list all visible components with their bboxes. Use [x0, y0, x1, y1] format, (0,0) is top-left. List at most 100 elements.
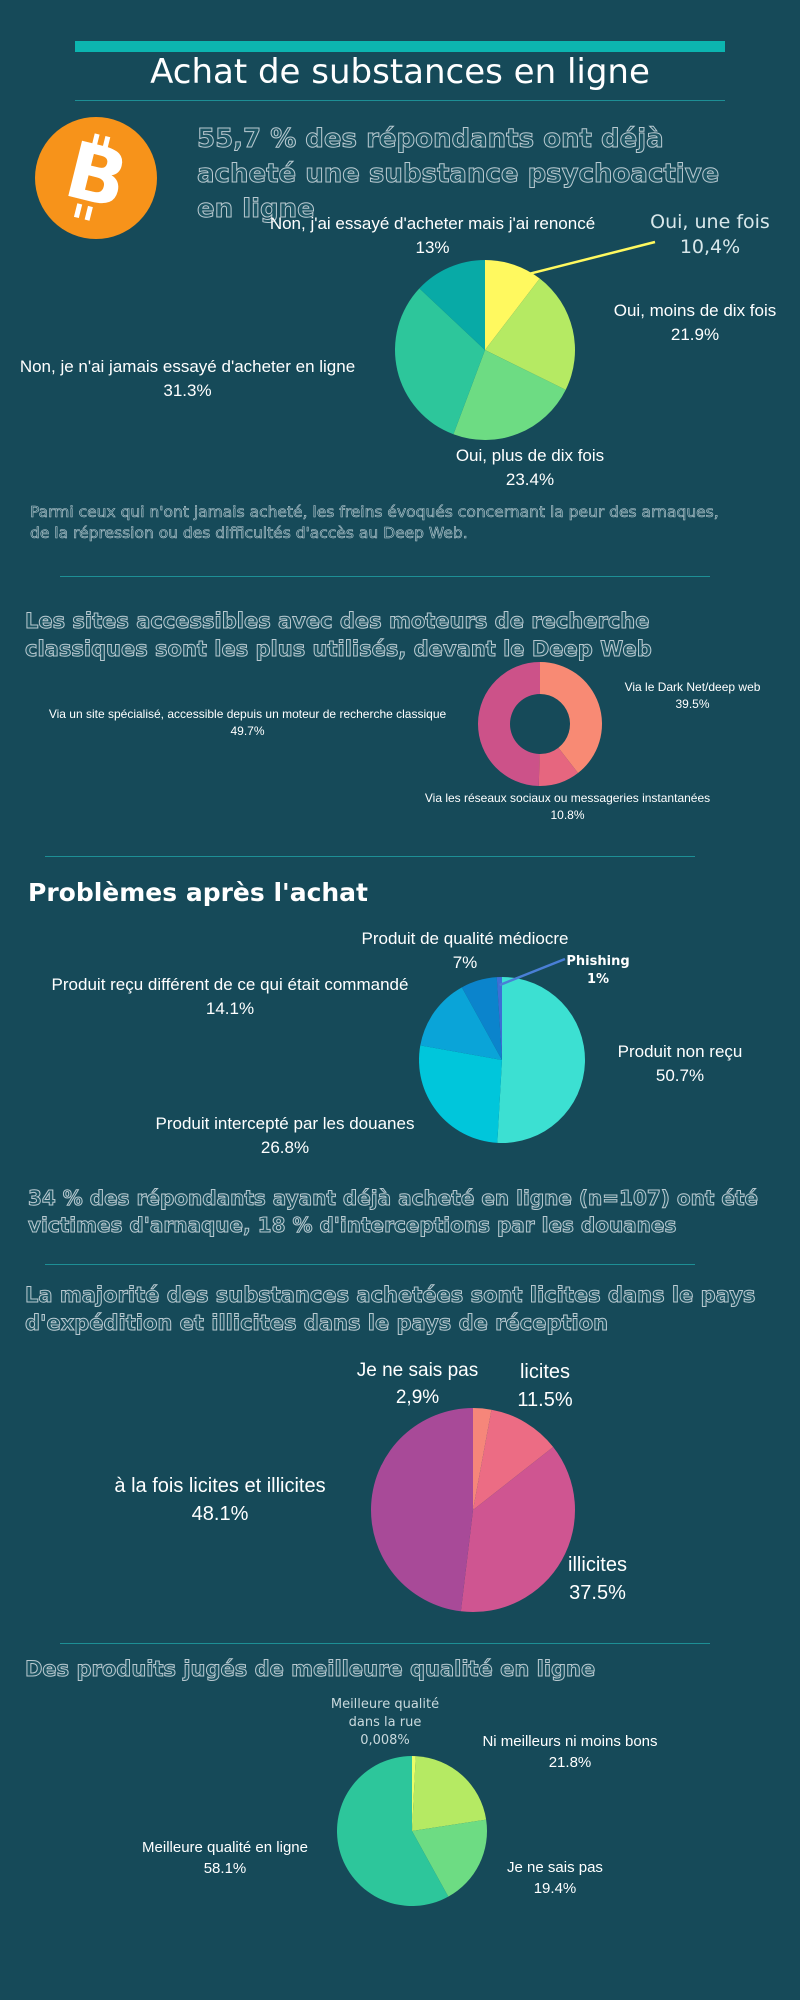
label-plus-de-dix: Oui, plus de dix fois 23.4%	[430, 444, 630, 492]
legality-slice-3	[460, 1446, 576, 1612]
label-text: Via les réseaux sociaux ou messageries i…	[424, 791, 711, 805]
label-value: 23.4%	[505, 469, 555, 489]
label-phishing: Phishing 1%	[553, 953, 643, 989]
s5-headline: Des produits jugés de meilleure qualité …	[25, 1656, 596, 1681]
s1-note: Parmi ceux qui n'ont jamais acheté, les …	[30, 503, 719, 543]
label-text: Produit intercepté par les douanes	[155, 1114, 415, 1133]
label-reseaux-sociaux: Via les réseaux sociaux ou messageries i…	[390, 790, 745, 824]
quality-slice-1	[412, 1756, 416, 1831]
label-moins-de-dix: Oui, moins de dix fois 21.9%	[600, 299, 790, 347]
label-ni-meilleurs: Ni meilleurs ni moins bons 21.8%	[470, 1731, 670, 1773]
label-text: Via un site spécialisé, accessible depui…	[48, 707, 447, 721]
label-value: 13%	[415, 237, 450, 257]
label-value: 7%	[452, 952, 478, 972]
problem-slice-3	[420, 987, 502, 1060]
problem-slice-5	[496, 977, 502, 1060]
label-value: 19.4%	[533, 1880, 577, 1897]
label-value: 11.5%	[517, 1389, 573, 1411]
label-value: 48.1%	[191, 1503, 249, 1525]
label-value: 2,9%	[395, 1386, 440, 1408]
label-text: Ni meilleurs ni moins bons	[482, 1733, 658, 1750]
label-value: 10,4%	[679, 235, 741, 258]
quality-slice-2	[412, 1756, 487, 1831]
label-text: Produit de qualité médiocre	[361, 929, 569, 948]
chart-purchase-channels	[478, 662, 602, 786]
label-renonce: Non, j'ai essayé d'acheter mais j'ai ren…	[245, 212, 620, 260]
s3-note: 34 % des répondants ayant déjà acheté en…	[28, 1186, 759, 1238]
label-text: à la fois licites et illicites	[114, 1475, 326, 1497]
s1-headline: 55,7 % des répondants ont déjà acheté un…	[197, 123, 720, 225]
label-recu-different: Produit reçu différent de ce qui était c…	[50, 973, 410, 1021]
label-text: Phishing	[566, 954, 630, 969]
label-value: 0,008%	[360, 1733, 410, 1749]
chart-purchase-frequency	[395, 240, 656, 441]
bitcoin-logo: B	[35, 117, 157, 239]
frequency-slice-1	[485, 260, 540, 350]
channel-slice-1	[540, 662, 602, 773]
frequency-slice-2	[485, 278, 575, 390]
label-text: Oui, moins de dix fois	[613, 301, 777, 320]
label-jamais-essaye: Non, je n'ai jamais essayé d'acheter en …	[5, 355, 370, 403]
legality-slice-2	[473, 1409, 554, 1510]
problem-slice-4	[461, 977, 502, 1060]
label-qualite-mediocre: Produit de qualité médiocre 7%	[355, 927, 575, 975]
label-value: 39.5%	[675, 696, 710, 711]
leader-line-phishing	[499, 957, 566, 987]
label-licites: licites 11.5%	[505, 1358, 585, 1414]
label-meilleure-en-ligne: Meilleure qualité en ligne 58.1%	[125, 1837, 325, 1879]
label-je-ne-sais-pas: Je ne sais pas 19.4%	[480, 1857, 630, 1899]
label-intercepte: Produit intercepté par les douanes 26.8%	[145, 1112, 425, 1160]
label-non-recu: Produit non reçu 50.7%	[600, 1040, 760, 1088]
label-value: 21.9%	[670, 324, 720, 344]
label-dark-net: Via le Dark Net/deep web 39.5%	[600, 679, 785, 713]
label-text: Via le Dark Net/deep web	[624, 680, 761, 694]
label-ne-sais-pas: Je ne sais pas 2,9%	[340, 1358, 495, 1411]
page-title: Achat de substances en ligne	[150, 52, 650, 92]
label-text: Oui, une fois	[650, 211, 770, 233]
label-value: 31.3%	[163, 380, 212, 400]
leader-line-une-fois	[508, 240, 656, 281]
label-value: 21.8%	[548, 1754, 592, 1771]
s4-headline: La majorité des substances achetées sont…	[25, 1283, 756, 1336]
quality-slice-3	[412, 1819, 487, 1897]
title-bar	[75, 41, 725, 52]
label-text: Oui, plus de dix fois	[455, 446, 605, 465]
label-text: Produit non reçu	[617, 1042, 743, 1061]
divider-1	[60, 576, 710, 577]
label-text: Non, je n'ai jamais essayé d'acheter en …	[19, 357, 356, 376]
label-value: 37.5%	[569, 1582, 626, 1604]
legality-slice-4	[370, 1408, 473, 1612]
title-divider	[75, 100, 725, 101]
divider-3	[45, 1264, 695, 1265]
label-text: Je ne sais pas	[356, 1360, 479, 1381]
label-value: 14.1%	[205, 998, 255, 1018]
label-value: 26.8%	[260, 1137, 310, 1157]
chart-problems	[419, 957, 585, 1143]
label-text: illicites	[568, 1554, 627, 1576]
frequency-slice-4	[395, 288, 485, 435]
problem-slice-1	[497, 977, 585, 1143]
label-illicites: illicites 37.5%	[550, 1551, 645, 1607]
problem-slice-2	[419, 1045, 502, 1143]
label-value: 50.7%	[655, 1065, 705, 1085]
label-value: 10.8%	[550, 807, 585, 822]
label-site-specialise: Via un site spécialisé, accessible depui…	[30, 706, 465, 740]
s2-headline: Les sites accessibles avec des moteurs d…	[25, 609, 653, 662]
chart-legality	[370, 1408, 576, 1612]
divider-2	[45, 856, 695, 857]
label-text: Produit reçu différent de ce qui était c…	[51, 975, 409, 994]
label-text: Je ne sais pas	[507, 1859, 603, 1876]
label-value: 58.1%	[203, 1860, 247, 1877]
label-text: Meilleure qualité en ligne	[142, 1839, 308, 1856]
s3-headline: Problèmes après l'achat	[28, 878, 369, 907]
frequency-slice-3	[453, 350, 566, 441]
channel-slice-2	[538, 747, 579, 786]
chart-quality	[337, 1756, 487, 1906]
label-licites-illicites: à la fois licites et illicites 48.1%	[95, 1472, 345, 1528]
label-text: licites	[519, 1361, 570, 1383]
label-text: Meilleure qualité dans la rue	[330, 1697, 440, 1731]
label-value: 1%	[586, 972, 610, 988]
quality-slice-4	[337, 1756, 449, 1906]
channel-slice-3	[478, 662, 540, 786]
label-value: 49.7%	[230, 723, 265, 738]
